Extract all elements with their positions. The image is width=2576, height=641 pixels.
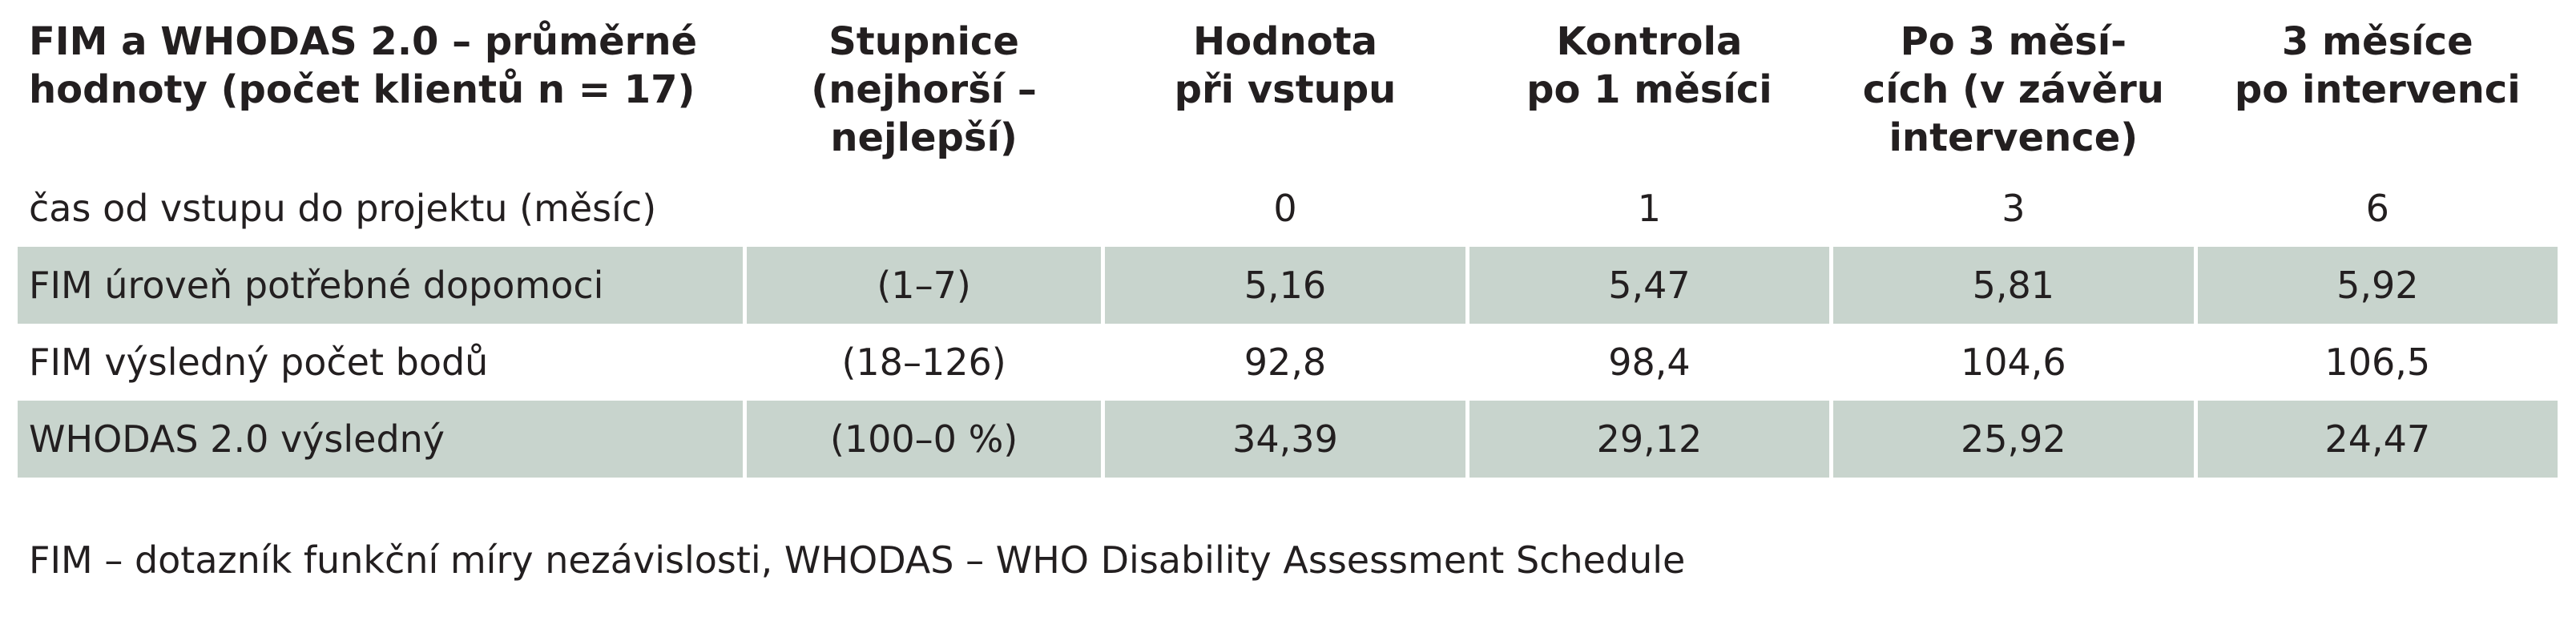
table-row: čas od vstupu do projektu (měsíc) 0 1 3 6	[18, 170, 2558, 247]
table-cell: 6	[2365, 187, 2389, 230]
table-cell: 106,5	[2324, 341, 2431, 384]
table-cell: (1–7)	[746, 247, 1102, 324]
table-cell: čas od vstupu do projektu (měsíc)	[29, 187, 657, 230]
table-cell: 5,47	[1469, 247, 1830, 324]
table-cell: 5,92	[2197, 247, 2558, 324]
header-cell: Stupnice (nejhorší – nejlepší)	[811, 19, 1037, 160]
header-cell: FIM a WHODAS 2.0 – průměrné hodnoty (poč…	[29, 19, 698, 112]
table-cell: 3	[2002, 187, 2026, 230]
table-cell: FIM výsledný počet bodů	[29, 341, 489, 384]
table-cell: (100–0 %)	[746, 401, 1102, 478]
table-cell: 29,12	[1469, 401, 1830, 478]
table-body: čas od vstupu do projektu (měsíc) 0 1 3 6 FIM…	[18, 170, 2558, 478]
table-cell: 1	[1637, 187, 1662, 230]
header-row: FIM a WHODAS 2.0 – průměrné hodnoty (poč…	[18, 18, 2558, 170]
table-cell: 5,81	[1833, 247, 2194, 324]
table-cell: 5,16	[1105, 247, 1465, 324]
table-cell: (18–126)	[841, 341, 1006, 384]
table-cell: FIM úroveň potřebné dopomoci	[18, 247, 743, 324]
table-row: WHODAS 2.0 výsledný (100–0 %) 34,39 29,12 25…	[18, 401, 2558, 478]
table-row: FIM výsledný počet bodů (18–126) 92,8 98,4 1…	[18, 324, 2558, 401]
header-cell: 3 měsíce po intervenci	[2234, 19, 2521, 112]
table: FIM a WHODAS 2.0 – průměrné hodnoty (poč…	[14, 18, 2562, 478]
table-cell: 24,47	[2197, 401, 2558, 478]
header-cell: Kontrola po 1 měsíci	[1526, 19, 1772, 112]
table-cell: 92,8	[1244, 341, 1327, 384]
table-cell: WHODAS 2.0 výsledný	[18, 401, 743, 478]
table-cell: 25,92	[1833, 401, 2194, 478]
header-cell: Hodnota při vstupu	[1174, 19, 1397, 112]
table-cell	[747, 170, 1101, 247]
table-cell: 0	[1273, 187, 1297, 230]
footnote: FIM – dotazník funkční míry nezávislosti…	[29, 538, 1686, 582]
header-cell: Po 3 měsí- cích (v závěru intervence)	[1862, 19, 2164, 160]
table-cell: 34,39	[1105, 401, 1465, 478]
table-cell: 104,6	[1960, 341, 2066, 384]
table-row: FIM úroveň potřebné dopomoci (1–7) 5,16 5,4…	[18, 247, 2558, 324]
table-cell: 98,4	[1608, 341, 1691, 384]
table-wrap: FIM a WHODAS 2.0 – průměrné hodnoty (poč…	[18, 18, 2566, 478]
